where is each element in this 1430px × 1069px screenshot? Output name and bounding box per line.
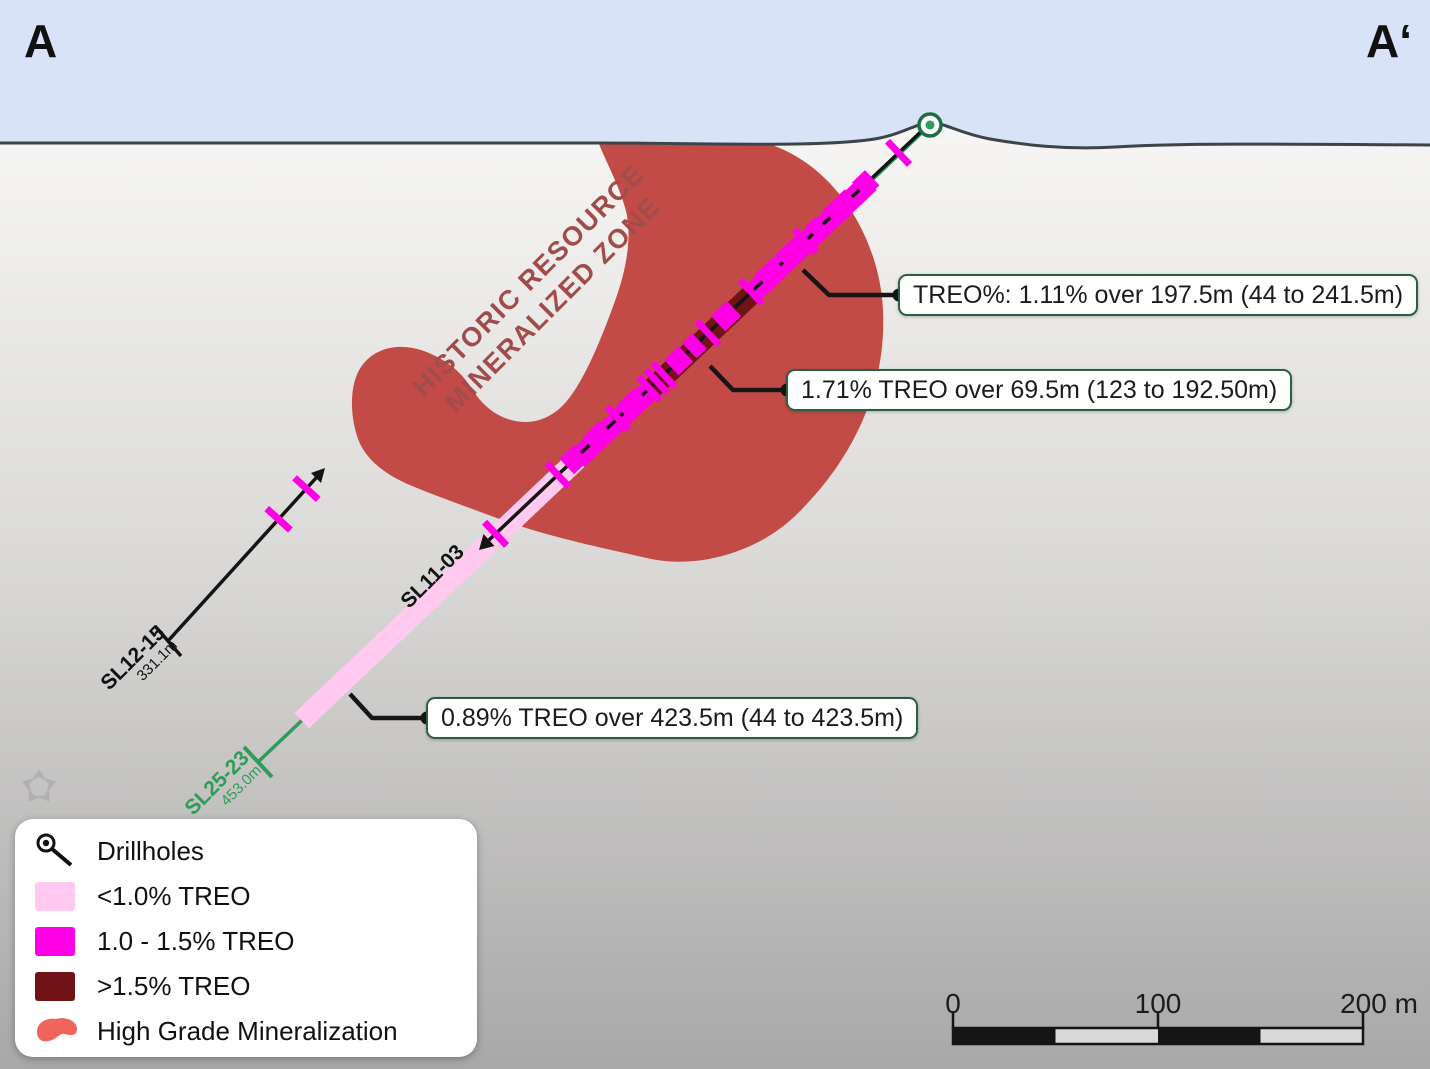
scale-label-200m: 200 m — [1340, 988, 1418, 1019]
drillhole-icon — [35, 832, 83, 872]
sl25-23-eoh-bar — [242, 745, 274, 779]
grade-interval-mark — [664, 346, 694, 376]
grade-interval-mark — [643, 367, 671, 396]
legend-item-drillholes: Drillholes — [35, 829, 477, 874]
grade-interval-mark — [559, 445, 589, 475]
callout-treo-1: TREO%: 1.11% over 197.5m (44 to 241.5m) — [898, 274, 1419, 316]
grade-interval-mark — [851, 170, 880, 198]
mid-grade-swatch — [35, 927, 75, 956]
legend: Drillholes <1.0% TREO 1.0 - 1.5% TREO >1… — [15, 819, 477, 1057]
grade-interval-mark — [710, 300, 742, 332]
grade-interval-mark — [544, 460, 572, 490]
grade-interval-mark — [635, 374, 663, 403]
low-grade-swatch — [35, 882, 75, 911]
mineralization-blob-icon — [35, 1016, 83, 1048]
legend-item-mid-grade: 1.0 - 1.5% TREO — [35, 919, 477, 964]
grade-interval-mark — [292, 475, 321, 502]
grade-interval-mark — [694, 318, 722, 348]
callout-treo-2: 1.71% TREO over 69.5m (123 to 192.50m) — [786, 369, 1293, 411]
drillhole-collar-icon — [917, 112, 943, 138]
grade-interval-mark — [616, 387, 650, 421]
callout-leaders — [348, 268, 898, 721]
scale-label-100: 100 — [1134, 988, 1182, 1019]
grade-interval-mark — [737, 277, 765, 307]
grade-interval-band — [294, 451, 585, 729]
grade-interval-mark — [823, 189, 860, 226]
grade-interval-mark — [264, 505, 293, 533]
legend-item-low-grade: <1.0% TREO — [35, 874, 477, 919]
sl12-15-eoh-bar — [153, 624, 183, 658]
drillhole-trace-sl12-15 — [153, 468, 325, 658]
grade-interval-mark — [650, 360, 678, 389]
grade-interval-mark — [884, 138, 913, 167]
sl11-03-arrowhead — [479, 534, 495, 550]
section-label-a: A — [24, 15, 58, 67]
surface-line — [0, 121, 1430, 150]
grade-interval-mark — [791, 227, 819, 256]
legend-item-high-grade: >1.5% TREO — [35, 964, 477, 1009]
legend-item-high-grade-mineralization: High Grade Mineralization — [35, 1009, 477, 1054]
watermark-logo — [21, 769, 57, 802]
callout-treo-3: 0.89% TREO over 423.5m (44 to 423.5m) — [426, 697, 919, 739]
sl12-15-arrowhead — [311, 468, 325, 483]
section-label-a-prime: A‘ — [1366, 15, 1412, 67]
grade-interval-mark — [805, 216, 831, 242]
grade-interval-mark — [582, 421, 614, 453]
grade-interval-mark — [682, 333, 707, 359]
high-grade-swatch — [35, 972, 75, 1001]
grade-interval-mark — [482, 519, 510, 548]
scale-bar — [951, 1011, 1365, 1046]
grade-interval-mark — [775, 235, 811, 270]
grade-interval-mark — [755, 257, 788, 290]
historic-mineralized-zone — [351, 144, 884, 562]
grade-interval-mark — [604, 404, 632, 433]
drillhole-trace-sl11-03 — [479, 124, 929, 550]
scale-label-0: 0 — [945, 988, 961, 1019]
